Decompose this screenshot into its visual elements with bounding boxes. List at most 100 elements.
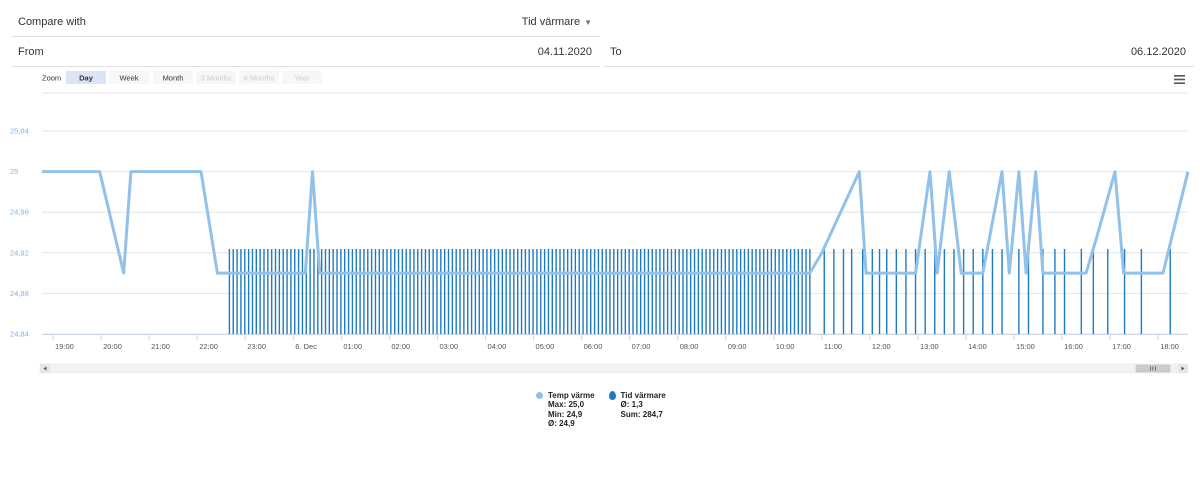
tid-varmare-bar xyxy=(833,249,835,334)
tid-varmare-bar xyxy=(972,249,974,334)
tid-varmare-bar xyxy=(559,249,561,334)
tid-varmare-bar xyxy=(578,249,580,334)
tid-varmare-bar xyxy=(336,249,338,334)
tid-varmare-bar xyxy=(270,249,273,334)
tid-varmare-bar xyxy=(290,249,292,334)
tid-varmare-bar xyxy=(743,249,746,334)
tid-varmare-bar xyxy=(282,249,284,334)
to-date-value[interactable]: 06.12.2020 xyxy=(1130,46,1186,58)
circle-marker-icon xyxy=(536,392,543,399)
y-axis-labels: 24,84 24,88 24,92 24,96 25 25,04 xyxy=(10,127,29,339)
y-tick-label: 25 xyxy=(10,167,18,176)
tid-varmare-bar xyxy=(413,249,415,334)
zoom-button-label: 3 Months xyxy=(201,74,232,83)
tid-varmare-bar xyxy=(823,249,825,334)
tid-varmare-bar xyxy=(609,249,611,334)
tid-varmare-bar xyxy=(590,249,592,334)
tid-varmare-bar xyxy=(382,249,384,334)
tid-varmare-bar xyxy=(247,249,250,334)
tid-varmare-bar xyxy=(593,249,596,334)
zoom-button-month[interactable]: Month xyxy=(153,71,193,84)
zoom-button-bg xyxy=(153,71,193,84)
tid-varmare-bar xyxy=(520,249,523,334)
zoom-button-week[interactable]: Week xyxy=(109,71,149,84)
tid-varmare-bar xyxy=(620,249,623,334)
compare-with-field: Compare with Tid värmare ▼ xyxy=(12,8,600,37)
x-tick-label: 01:00 xyxy=(343,342,362,351)
navigator-scrollbar[interactable] xyxy=(39,363,1189,374)
tid-varmare-bar xyxy=(636,249,638,334)
tid-varmare-bar xyxy=(328,249,331,334)
tid-varmare-bar xyxy=(786,249,788,334)
tid-varmare-bar xyxy=(842,249,845,334)
y-tick-label: 24,96 xyxy=(10,208,29,217)
tid-varmare-bar xyxy=(543,249,546,334)
tid-varmare-bar xyxy=(344,249,346,334)
tid-varmare-bar xyxy=(359,249,361,334)
hamburger-menu-icon[interactable] xyxy=(1174,75,1185,84)
tid-varmare-bar xyxy=(251,249,254,334)
tid-varmare-bar xyxy=(566,249,569,334)
tid-varmare-bar xyxy=(401,249,404,334)
tid-varmare-bar xyxy=(789,249,792,334)
tid-varmare-bar xyxy=(528,249,530,334)
tid-varmare-bar xyxy=(563,249,565,334)
legend-item-temp-värme[interactable]: Temp värme Max: 25,0 Min: 24,9 Ø: 24,9 xyxy=(536,391,595,429)
tid-varmare-bar xyxy=(286,249,288,334)
tid-varmare-bar xyxy=(509,249,511,334)
x-tick-label: 20:00 xyxy=(103,342,122,351)
tid-varmare-bar xyxy=(697,249,700,334)
tid-varmare-bar xyxy=(809,249,811,334)
tid-varmare-bar xyxy=(739,249,742,334)
tid-varmare-bar xyxy=(278,249,281,334)
tid-varmare-bar xyxy=(513,249,515,334)
tid-varmare-bar xyxy=(751,249,753,334)
tid-varmare-bar xyxy=(555,249,557,334)
tid-varmare-bar xyxy=(943,249,946,334)
x-tick-label: 09:00 xyxy=(728,342,747,351)
tid-varmare-bar xyxy=(324,249,327,334)
tid-varmare-bar xyxy=(378,249,381,334)
x-tick-label: 14:00 xyxy=(968,342,987,351)
x-tick-label: 07:00 xyxy=(632,342,651,351)
from-date-value[interactable]: 04.11.2020 xyxy=(537,46,592,58)
tid-varmare-bar xyxy=(474,249,477,334)
legend-stat: Min: 24,9 xyxy=(548,409,583,419)
zoom-button-label: Week xyxy=(119,74,138,83)
tid-varmare-bar xyxy=(301,249,304,334)
compare-with-select[interactable]: Tid värmare ▼ xyxy=(522,16,592,28)
x-tick-label: 12:00 xyxy=(872,342,891,351)
tid-varmare-bar xyxy=(632,249,634,334)
compare-with-value: Tid värmare xyxy=(521,16,581,28)
tid-varmare-bar xyxy=(501,249,504,334)
zoom-label: Zoom xyxy=(42,74,61,83)
tid-varmare-bar xyxy=(274,249,277,334)
y-tick-label: 24,92 xyxy=(10,248,29,257)
tid-varmare-bar xyxy=(582,249,584,334)
tid-varmare-bar xyxy=(228,249,231,334)
scrollbar-track[interactable] xyxy=(39,363,1189,374)
tid-varmare-bar xyxy=(428,249,430,334)
tid-varmare-bar xyxy=(1027,249,1030,334)
x-tick-label: 10:00 xyxy=(776,342,795,351)
zoom-button-day[interactable]: Day xyxy=(66,71,106,84)
legend-item-tid-värmare[interactable]: Tid värmare Ø: 1,3 Sum: 284,7 xyxy=(608,391,666,429)
tid-varmare-bar xyxy=(367,249,369,334)
x-tick-label: 03:00 xyxy=(439,342,458,351)
tid-varmare-bar xyxy=(934,249,936,334)
tid-varmare-bar xyxy=(666,249,669,334)
tid-varmare-bar xyxy=(440,249,442,334)
tid-varmare-bar xyxy=(340,249,342,334)
legend-text: Tid värmare Ø: 1,3 Sum: 284,7 xyxy=(621,391,666,419)
legend-text: Temp värme Max: 25,0 Min: 24,9 Ø: 24,9 xyxy=(548,391,595,429)
from-date-field[interactable]: From 04.11.2020 xyxy=(12,38,600,67)
tid-varmare-bar xyxy=(232,249,234,334)
tid-varmare-bar xyxy=(755,249,757,334)
x-tick-label: 23:00 xyxy=(247,342,266,351)
tid-varmare-bar xyxy=(547,249,550,334)
tid-varmare-bar xyxy=(670,249,673,334)
tid-varmare-bar xyxy=(320,249,323,334)
tid-varmare-bar xyxy=(689,249,692,334)
tid-varmare-bar xyxy=(801,249,803,334)
to-date-field[interactable]: To 06.12.2020 xyxy=(604,38,1194,67)
